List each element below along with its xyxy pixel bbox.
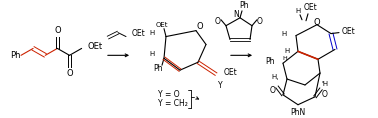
Text: Ph: Ph bbox=[239, 1, 249, 10]
Text: Y = CH₂: Y = CH₂ bbox=[158, 99, 188, 108]
Text: O: O bbox=[270, 86, 276, 95]
Text: Ph: Ph bbox=[153, 64, 163, 73]
Text: H: H bbox=[295, 8, 301, 14]
Text: H: H bbox=[149, 51, 155, 57]
Text: 'H: 'H bbox=[321, 81, 328, 87]
Text: OEt: OEt bbox=[341, 27, 355, 36]
Text: H: H bbox=[149, 30, 155, 36]
Text: O: O bbox=[215, 17, 221, 26]
Text: Ph: Ph bbox=[10, 51, 20, 60]
Text: Ph: Ph bbox=[265, 57, 275, 66]
Text: OEt: OEt bbox=[303, 3, 317, 12]
Text: H: H bbox=[283, 56, 287, 61]
Text: OEt: OEt bbox=[223, 68, 237, 77]
Text: O: O bbox=[66, 69, 73, 78]
Text: OEt: OEt bbox=[87, 42, 102, 51]
Text: O: O bbox=[54, 26, 61, 35]
Text: H: H bbox=[281, 31, 287, 37]
Text: O: O bbox=[314, 18, 320, 27]
Text: H,: H, bbox=[271, 74, 279, 80]
Text: O: O bbox=[322, 90, 328, 99]
Text: H: H bbox=[284, 48, 290, 54]
Text: Y = O: Y = O bbox=[158, 90, 180, 99]
Text: N: N bbox=[233, 10, 239, 19]
Text: PhN: PhN bbox=[290, 108, 306, 117]
Text: OEt: OEt bbox=[132, 29, 146, 38]
Text: O: O bbox=[257, 17, 263, 26]
Text: O: O bbox=[197, 22, 203, 31]
Text: Y: Y bbox=[218, 81, 222, 91]
Text: OEt: OEt bbox=[156, 22, 168, 28]
